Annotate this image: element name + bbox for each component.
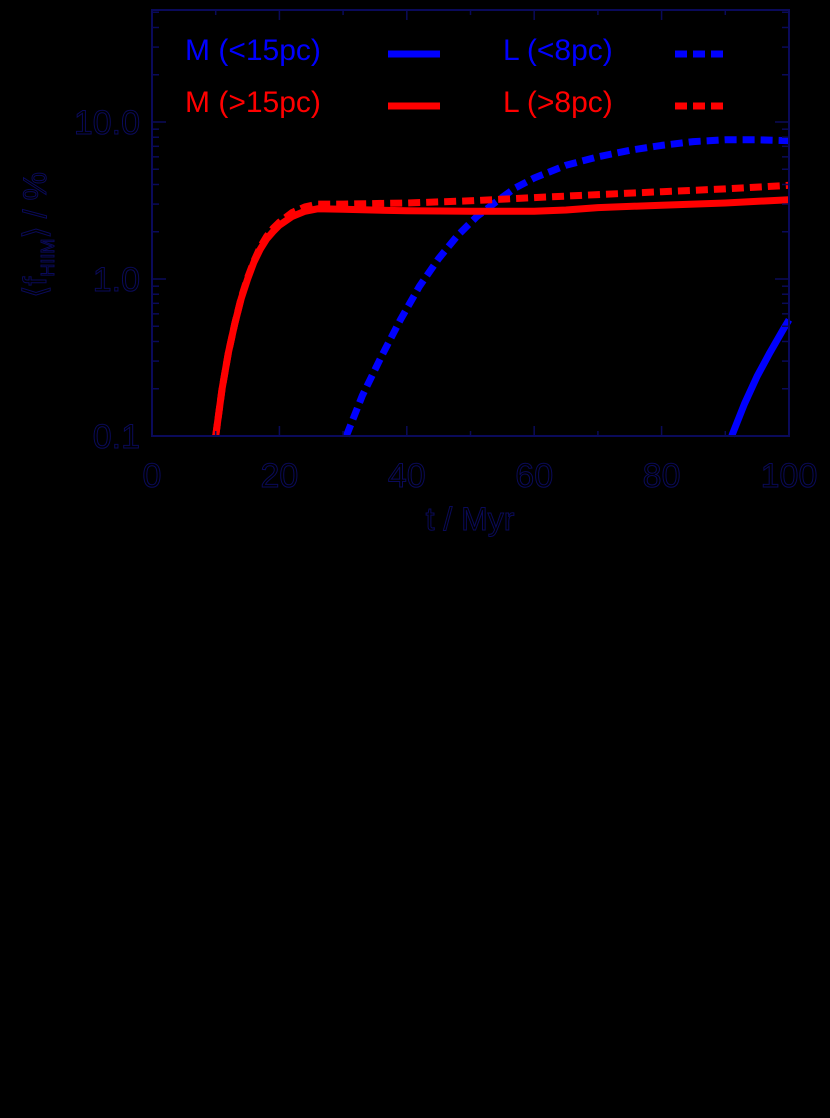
x-tick-label: 60	[515, 457, 553, 495]
x-tick-label: 100	[761, 457, 818, 495]
x-tick-label: 80	[643, 457, 681, 495]
y-tick-label: 10.0	[74, 104, 140, 142]
series-line-1	[343, 136, 790, 438]
x-axis-label: t / Myr	[426, 501, 515, 537]
legend-item-l-gt8: L (>8pc)	[503, 86, 727, 119]
x-tick-label: 40	[388, 457, 426, 495]
legend-item-l-lt8: L (<8pc)	[503, 34, 727, 67]
y-label-close-bracket: ⟩	[17, 226, 53, 238]
tick-layer	[151, 10, 790, 437]
legend-label: M (>15pc)	[185, 86, 321, 119]
legend-label: M (<15pc)	[185, 34, 321, 67]
legend-item-m-lt15: M (<15pc)	[185, 34, 440, 67]
y-tick-label: 1.0	[93, 261, 140, 299]
y-tick-label: 0.1	[93, 418, 140, 456]
svg-text:⟨fHIIM⟩/ %: ⟨fHIIM⟩ / %	[17, 172, 58, 298]
legend-label: L (>8pc)	[503, 86, 613, 119]
series-line-0	[728, 318, 793, 438]
x-tick-label: 0	[143, 457, 162, 495]
y-tick-labels: 0.1 1.0 10.0	[73, 104, 140, 457]
legend: M (<15pc) L (<8pc) M (>15pc) L (>8pc)	[185, 34, 727, 119]
x-tick-labels: 0 20 40 60 80 100	[142, 457, 818, 496]
y-label-open-bracket: ⟨	[17, 286, 53, 298]
series-line-3	[212, 181, 790, 437]
series-layer	[212, 136, 793, 438]
legend-item-m-gt15: M (>15pc)	[185, 86, 440, 119]
y-axis-label: ⟨fHIIM⟩ / %	[17, 171, 59, 298]
legend-label: L (<8pc)	[503, 34, 613, 67]
y-label-subscript: HIIM	[38, 239, 58, 277]
x-tick-label: 20	[260, 457, 298, 495]
y-label-f: f	[17, 277, 53, 286]
y-label-unit: / %	[17, 172, 53, 218]
